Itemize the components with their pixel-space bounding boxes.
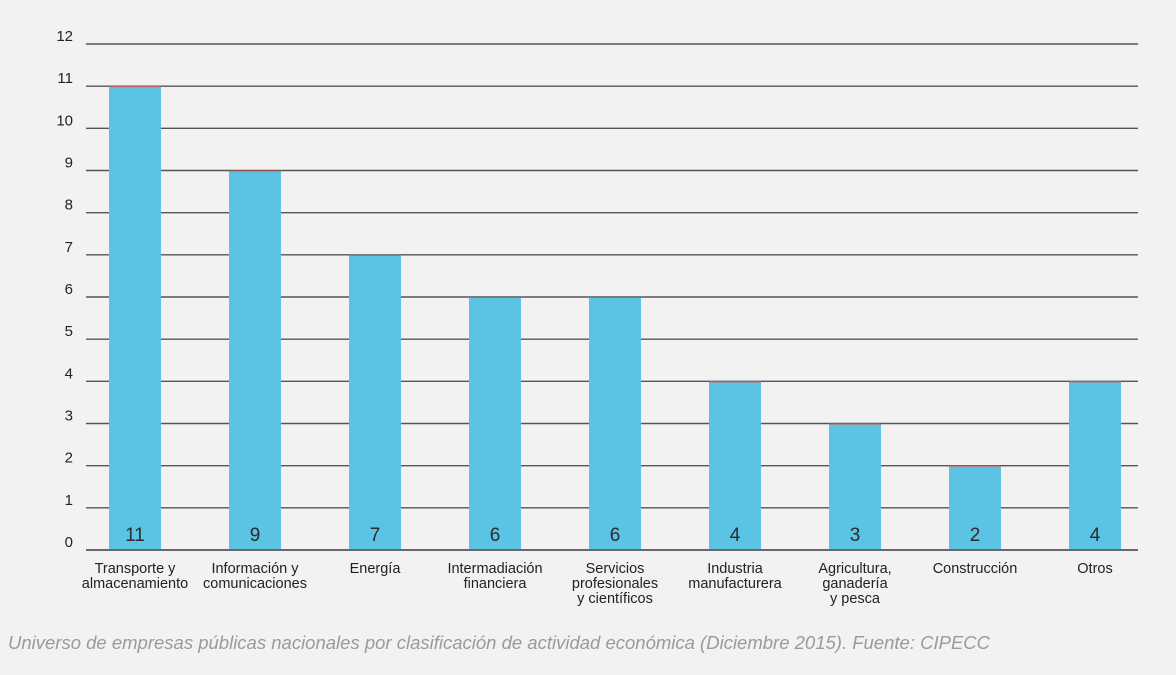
bar xyxy=(1069,381,1121,550)
bar xyxy=(349,254,401,551)
x-category-label-line: y científicos xyxy=(577,591,653,607)
y-tick-label: 3 xyxy=(65,408,73,425)
bar xyxy=(829,423,881,550)
x-category-label: Energía xyxy=(350,561,402,577)
data-label: 6 xyxy=(490,525,501,546)
x-category-label-line: financiera xyxy=(464,576,528,592)
y-tick-label: 11 xyxy=(57,70,73,87)
x-category-label: Transporte y almacenamiento xyxy=(82,561,188,592)
x-category-label: Información y comunicaciones xyxy=(203,561,307,592)
bar xyxy=(229,170,281,550)
data-label: 11 xyxy=(125,525,145,546)
y-tick-label: 9 xyxy=(65,155,73,172)
data-label: 4 xyxy=(1090,525,1101,546)
x-category-label: Servicios profesionales y científicos xyxy=(572,561,658,607)
bar xyxy=(709,381,761,550)
data-label: 9 xyxy=(250,525,261,546)
chart-caption: Universo de empresas públicas nacionales… xyxy=(8,632,990,653)
data-label: 3 xyxy=(850,525,861,546)
y-tick-label: 12 xyxy=(56,28,73,45)
data-label: 4 xyxy=(730,525,741,546)
x-category-label-line: comunicaciones xyxy=(203,576,307,592)
x-category-label-line: ganadería xyxy=(822,576,888,592)
data-label: 6 xyxy=(610,525,621,546)
x-category-label-line: y pesca xyxy=(830,591,881,607)
x-category-label-line: manufacturera xyxy=(688,576,782,592)
bar xyxy=(589,297,641,550)
x-category-label: Agricultura, ganadería y pesca xyxy=(818,561,891,607)
x-category-label: Intermadiación financiera xyxy=(447,561,542,592)
x-category-label-line: almacenamiento xyxy=(82,576,188,592)
x-category-label-line: Construcción xyxy=(933,561,1018,577)
x-category-label-line: Servicios xyxy=(586,561,645,577)
y-tick-label: 1 xyxy=(65,492,73,509)
y-tick-label: 7 xyxy=(65,239,73,256)
bar xyxy=(109,86,161,551)
y-tick-label: 5 xyxy=(65,323,73,340)
x-category-label-line: Intermadiación xyxy=(447,561,542,577)
x-category-label-line: Industria xyxy=(707,561,764,577)
x-category-label-line: Transporte y xyxy=(95,561,177,577)
x-category-label-line: Energía xyxy=(350,561,402,577)
y-tick-label: 0 xyxy=(65,534,73,551)
x-category-label: Construcción xyxy=(933,561,1018,577)
y-tick-label: 10 xyxy=(56,112,73,129)
y-tick-label: 8 xyxy=(65,197,73,214)
x-category-label-line: Otros xyxy=(1077,561,1112,577)
x-category-label: Otros xyxy=(1077,561,1112,577)
y-tick-label: 6 xyxy=(65,281,73,298)
y-tick-label: 4 xyxy=(65,365,73,382)
bar xyxy=(469,297,521,550)
data-label: 7 xyxy=(370,525,381,546)
y-tick-label: 2 xyxy=(65,450,73,467)
data-label: 2 xyxy=(970,525,981,546)
x-category-label: Industria manufacturera xyxy=(688,561,782,592)
x-category-label-line: Agricultura, xyxy=(818,561,891,577)
x-category-label-line: profesionales xyxy=(572,576,658,592)
x-category-label-line: Información y xyxy=(211,561,299,577)
bar xyxy=(949,465,1001,550)
